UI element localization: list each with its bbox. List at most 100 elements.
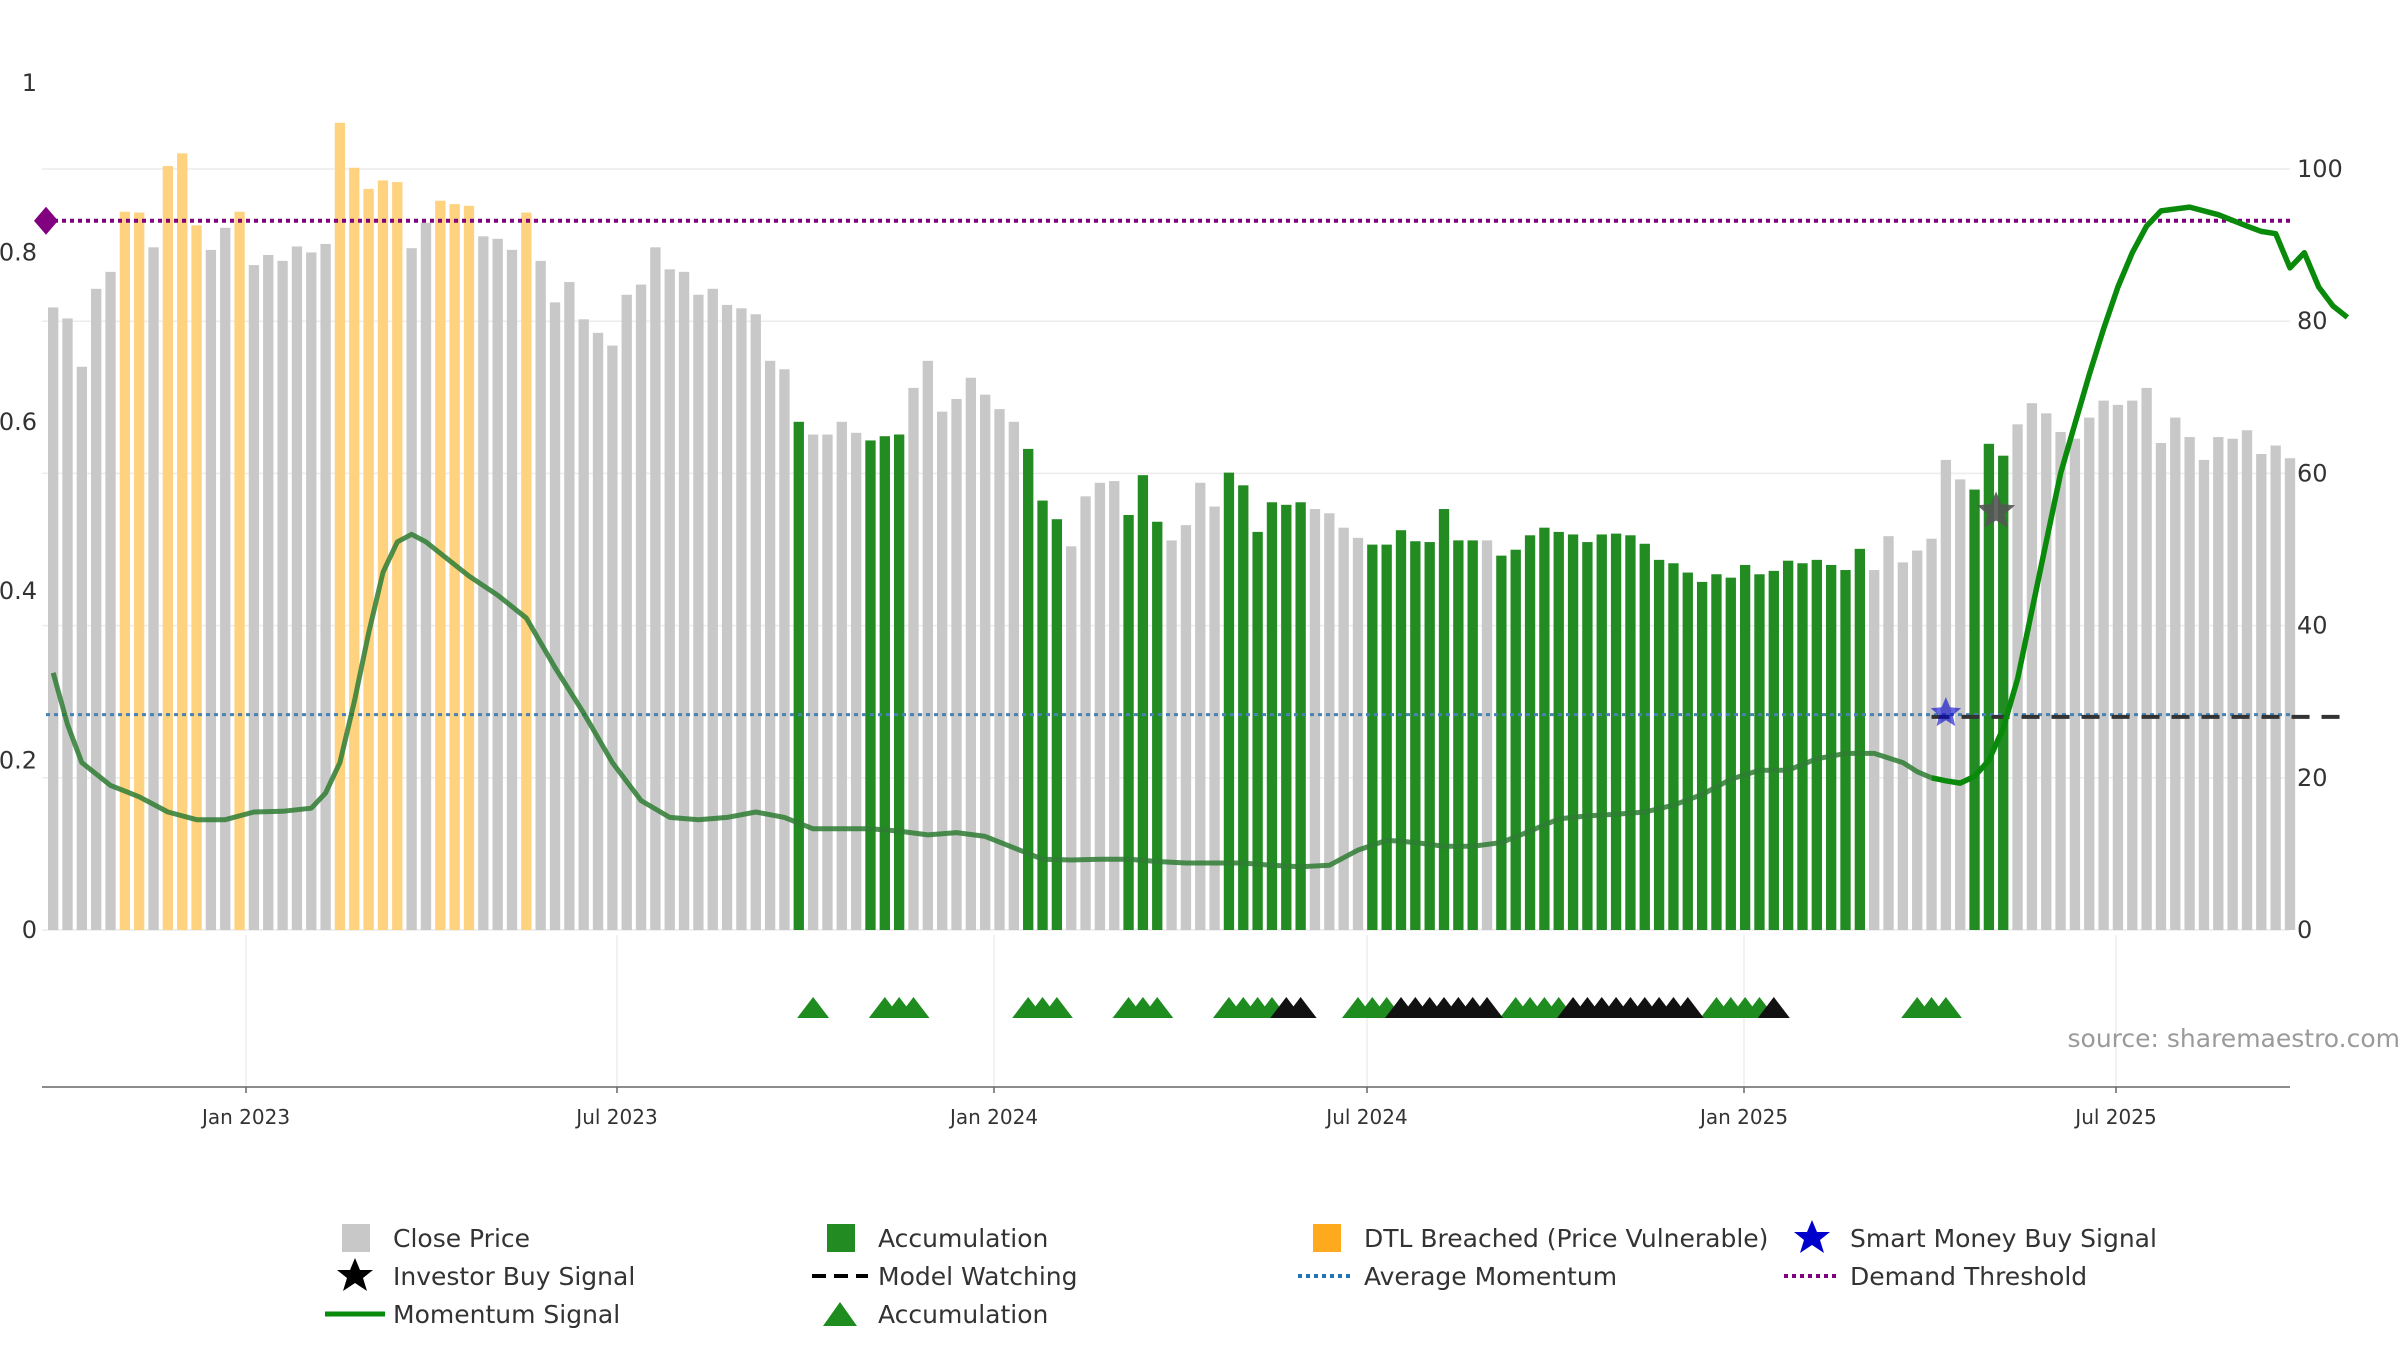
price-bar [1352,537,1364,930]
legend-item-close-price[interactable]: Close Price [325,1220,530,1256]
legend-item-smart-money[interactable]: Smart Money Buy Signal [1782,1220,2157,1256]
price-bar [1567,534,1579,930]
price-bar [306,252,317,930]
legend-label: Accumulation [878,1223,1049,1253]
axes [42,1086,2290,1093]
watching-triangle [1471,997,1504,1018]
legend-label: DTL Breached (Price Vulnerable) [1364,1223,1769,1253]
price-bar [2227,438,2238,930]
legend-item-dtl-breached[interactable]: DTL Breached (Price Vulnerable) [1296,1220,1768,1256]
price-bar [1854,548,1866,930]
source-label: source: sharemaestro.com [2067,1024,2400,1053]
price-bar [1711,574,1722,930]
price-bar [908,387,919,930]
momentum-signal-line-recent [1930,204,2350,786]
price-bar [392,182,403,930]
price-bar [1453,540,1464,930]
legend: Close Price Accumulation DTL Breached (P… [0,1200,2400,1350]
price-bar [2184,437,2195,930]
black-star-icon [325,1258,385,1294]
price-bar [1295,502,1306,930]
legend-item-average-momentum[interactable]: Average Momentum [1296,1258,1617,1294]
price-bar [1998,455,2009,930]
price-bar [2198,459,2210,930]
price-bar [1367,544,1378,930]
legend-item-model-watching[interactable]: Model Watching [810,1258,1078,1294]
investor-buy-star [1977,491,2016,528]
legend-item-demand-threshold[interactable]: Demand Threshold [1782,1258,2087,1294]
watching-triangle [1757,997,1790,1018]
price-bar [2170,417,2181,930]
price-bar [1195,482,1206,930]
price-bar [1840,570,1851,930]
price-bar [2084,417,2095,930]
right-tick-label: 0 [2297,916,2312,944]
price-bar [535,260,546,930]
price-bar [177,153,188,930]
legend-symbol-accumulation-square [810,1220,870,1256]
signal-markers [34,206,2016,1018]
price-bar [850,432,862,930]
price-bar [1123,514,1134,930]
tick-labels: Jan 2023 Jul 2023 Jan 2024 Jul 2024 Jan 2025… [0,69,2343,1129]
price-bar [1051,519,1063,930]
price-bar [2112,404,2124,930]
price-bar [1797,563,1808,930]
price-bar [435,200,446,930]
accumulation-triangle [797,997,830,1018]
right-tick-label: 80 [2297,307,2328,335]
price-bar [105,271,116,931]
left-tick-label: 0.6 [0,408,37,436]
price-bar [564,282,575,930]
price-bar [736,308,747,930]
legend-item-accumulation-triangle[interactable]: Accumulation [810,1296,1048,1332]
price-bar [994,409,1005,931]
price-bar [678,271,690,931]
legend-item-accumulation-bar[interactable]: Accumulation [810,1220,1048,1256]
price-bar [91,288,102,930]
price-bar [1596,534,1607,930]
price-bar [1008,421,1020,930]
watching-triangle [1671,997,1704,1018]
price-bar [1826,564,1837,930]
momentum-signal-line [50,531,1933,870]
price-bar [1739,564,1751,930]
left-tick-label: 0 [22,916,37,944]
legend-item-momentum-signal[interactable]: Momentum Signal [325,1296,620,1332]
price-bar [1137,475,1149,930]
price-bar [693,294,704,930]
price-bar [76,366,88,930]
price-bar [879,436,890,930]
price-bar [263,254,274,931]
price-bar [406,248,417,931]
price-bar [578,319,589,930]
price-bar [1926,538,1937,930]
price-bar [1410,541,1421,930]
legend-label: Demand Threshold [1850,1261,2088,1291]
left-tick-label: 1 [22,69,37,97]
price-bar [1252,531,1263,930]
legend-symbol-dtl [1296,1220,1356,1256]
price-bar [1940,459,1952,930]
price-bar [277,260,288,930]
price-bar [1582,542,1593,930]
price-bar [1037,500,1048,930]
price-bar [463,205,475,930]
price-bar [521,212,532,930]
right-tick-label: 100 [2297,155,2343,183]
price-bars [48,122,2296,931]
x-tick-label: Jan 2024 [948,1105,1038,1129]
price-bar [1080,496,1091,930]
right-tick-label: 40 [2297,612,2328,640]
price-bar [506,249,518,930]
price-bar [1338,527,1349,930]
price-bar [836,421,847,930]
price-bar [1883,536,1894,930]
green-triangle-icon [810,1296,870,1332]
price-bar [951,398,962,930]
price-bar [1955,479,1966,930]
price-bar [48,307,59,931]
legend-label: Smart Money Buy Signal [1850,1223,2157,1253]
x-tick-label: Jul 2025 [2073,1105,2156,1129]
legend-item-investor-buy[interactable]: Investor Buy Signal [325,1258,635,1294]
